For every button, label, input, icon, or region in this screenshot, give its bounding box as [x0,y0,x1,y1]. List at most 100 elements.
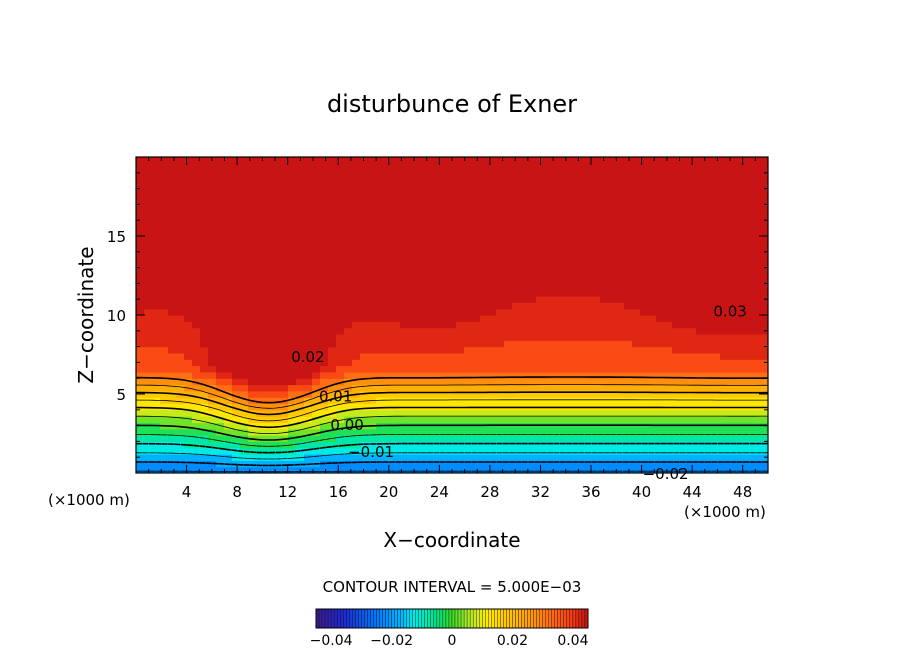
field-cell [488,352,497,360]
field-cell [760,220,768,228]
field-cell [152,302,161,310]
field-cell [512,340,521,348]
field-cell [264,397,273,405]
field-cell [488,213,497,221]
field-cell [160,277,169,284]
field-cell [424,315,433,322]
field-cell [456,371,465,379]
field-cell [224,447,233,455]
field-cell [144,188,153,196]
field-cell [648,378,657,386]
field-cell [248,239,257,247]
field-cell [608,447,617,455]
field-cell [592,321,601,329]
field-cell [504,308,513,316]
colorbar-segment [379,608,383,629]
field-cell [232,277,241,284]
field-cell [584,232,593,240]
field-cell [528,390,537,398]
field-cell [736,239,745,247]
field-cell [616,239,625,247]
field-cell [256,333,265,341]
field-cell [560,226,569,234]
field-cell [208,422,217,430]
field-cell [672,441,681,449]
field-cell [488,270,497,278]
field-cell [480,283,489,291]
field-cell [288,359,297,367]
colorbar-segment [318,608,323,629]
field-cell [712,258,721,266]
field-cell [552,409,561,417]
field-cell [720,175,729,183]
field-cell [376,359,385,367]
field-cell [416,258,425,266]
field-cell [568,365,577,373]
field-cell [456,352,465,360]
field-cell [336,270,345,278]
field-cell [200,258,209,266]
field-cell [480,333,489,341]
field-cell [424,302,433,310]
field-cell [512,308,521,316]
field-cell [728,175,737,183]
field-cell [192,447,201,455]
field-cell [560,220,569,228]
field-cell [432,346,441,354]
field-cell [736,182,745,190]
field-cell [240,390,249,398]
field-cell [272,327,281,335]
field-cell [664,460,673,468]
field-cell [424,226,433,234]
field-cell [512,359,521,367]
field-cell [336,220,345,228]
field-cell [720,163,729,171]
field-cell [344,201,353,209]
field-cell [536,340,545,348]
field-cell [312,340,321,348]
field-cell [192,277,201,284]
field-cell [672,409,681,417]
field-cell [240,226,249,234]
field-cell [536,409,545,417]
field-cell [624,201,633,209]
field-cell [200,315,209,322]
field-cell [680,169,689,177]
field-cell [184,194,193,202]
field-cell [576,409,585,417]
field-cell [560,169,569,177]
colorbar-segment [482,608,486,629]
field-cell [408,239,417,247]
field-cell [168,447,177,455]
field-cell [568,435,577,442]
field-cell [256,447,265,455]
field-cell [376,163,385,171]
field-cell [200,201,209,209]
field-cell [464,245,473,253]
field-cell [712,315,721,322]
colorbar-segment [358,608,362,629]
field-cell [184,163,193,171]
field-cell [696,175,705,183]
field-cell [600,428,609,436]
field-cell [440,435,449,442]
field-cell [480,378,489,386]
field-cell [240,333,249,341]
field-cell [200,226,209,234]
field-cell [528,163,537,171]
field-cell [632,365,641,373]
field-cell [616,346,625,354]
field-cell [600,346,609,354]
field-cell [680,321,689,329]
field-cell [392,264,401,272]
field-cell [456,169,465,177]
field-cell [144,220,153,228]
field-cell [376,226,385,234]
field-cell [272,239,281,247]
field-cell [512,397,521,405]
field-cell [616,340,625,348]
field-cell [336,422,345,430]
field-cell [352,175,361,183]
field-cell [752,283,761,291]
field-cell [184,283,193,291]
